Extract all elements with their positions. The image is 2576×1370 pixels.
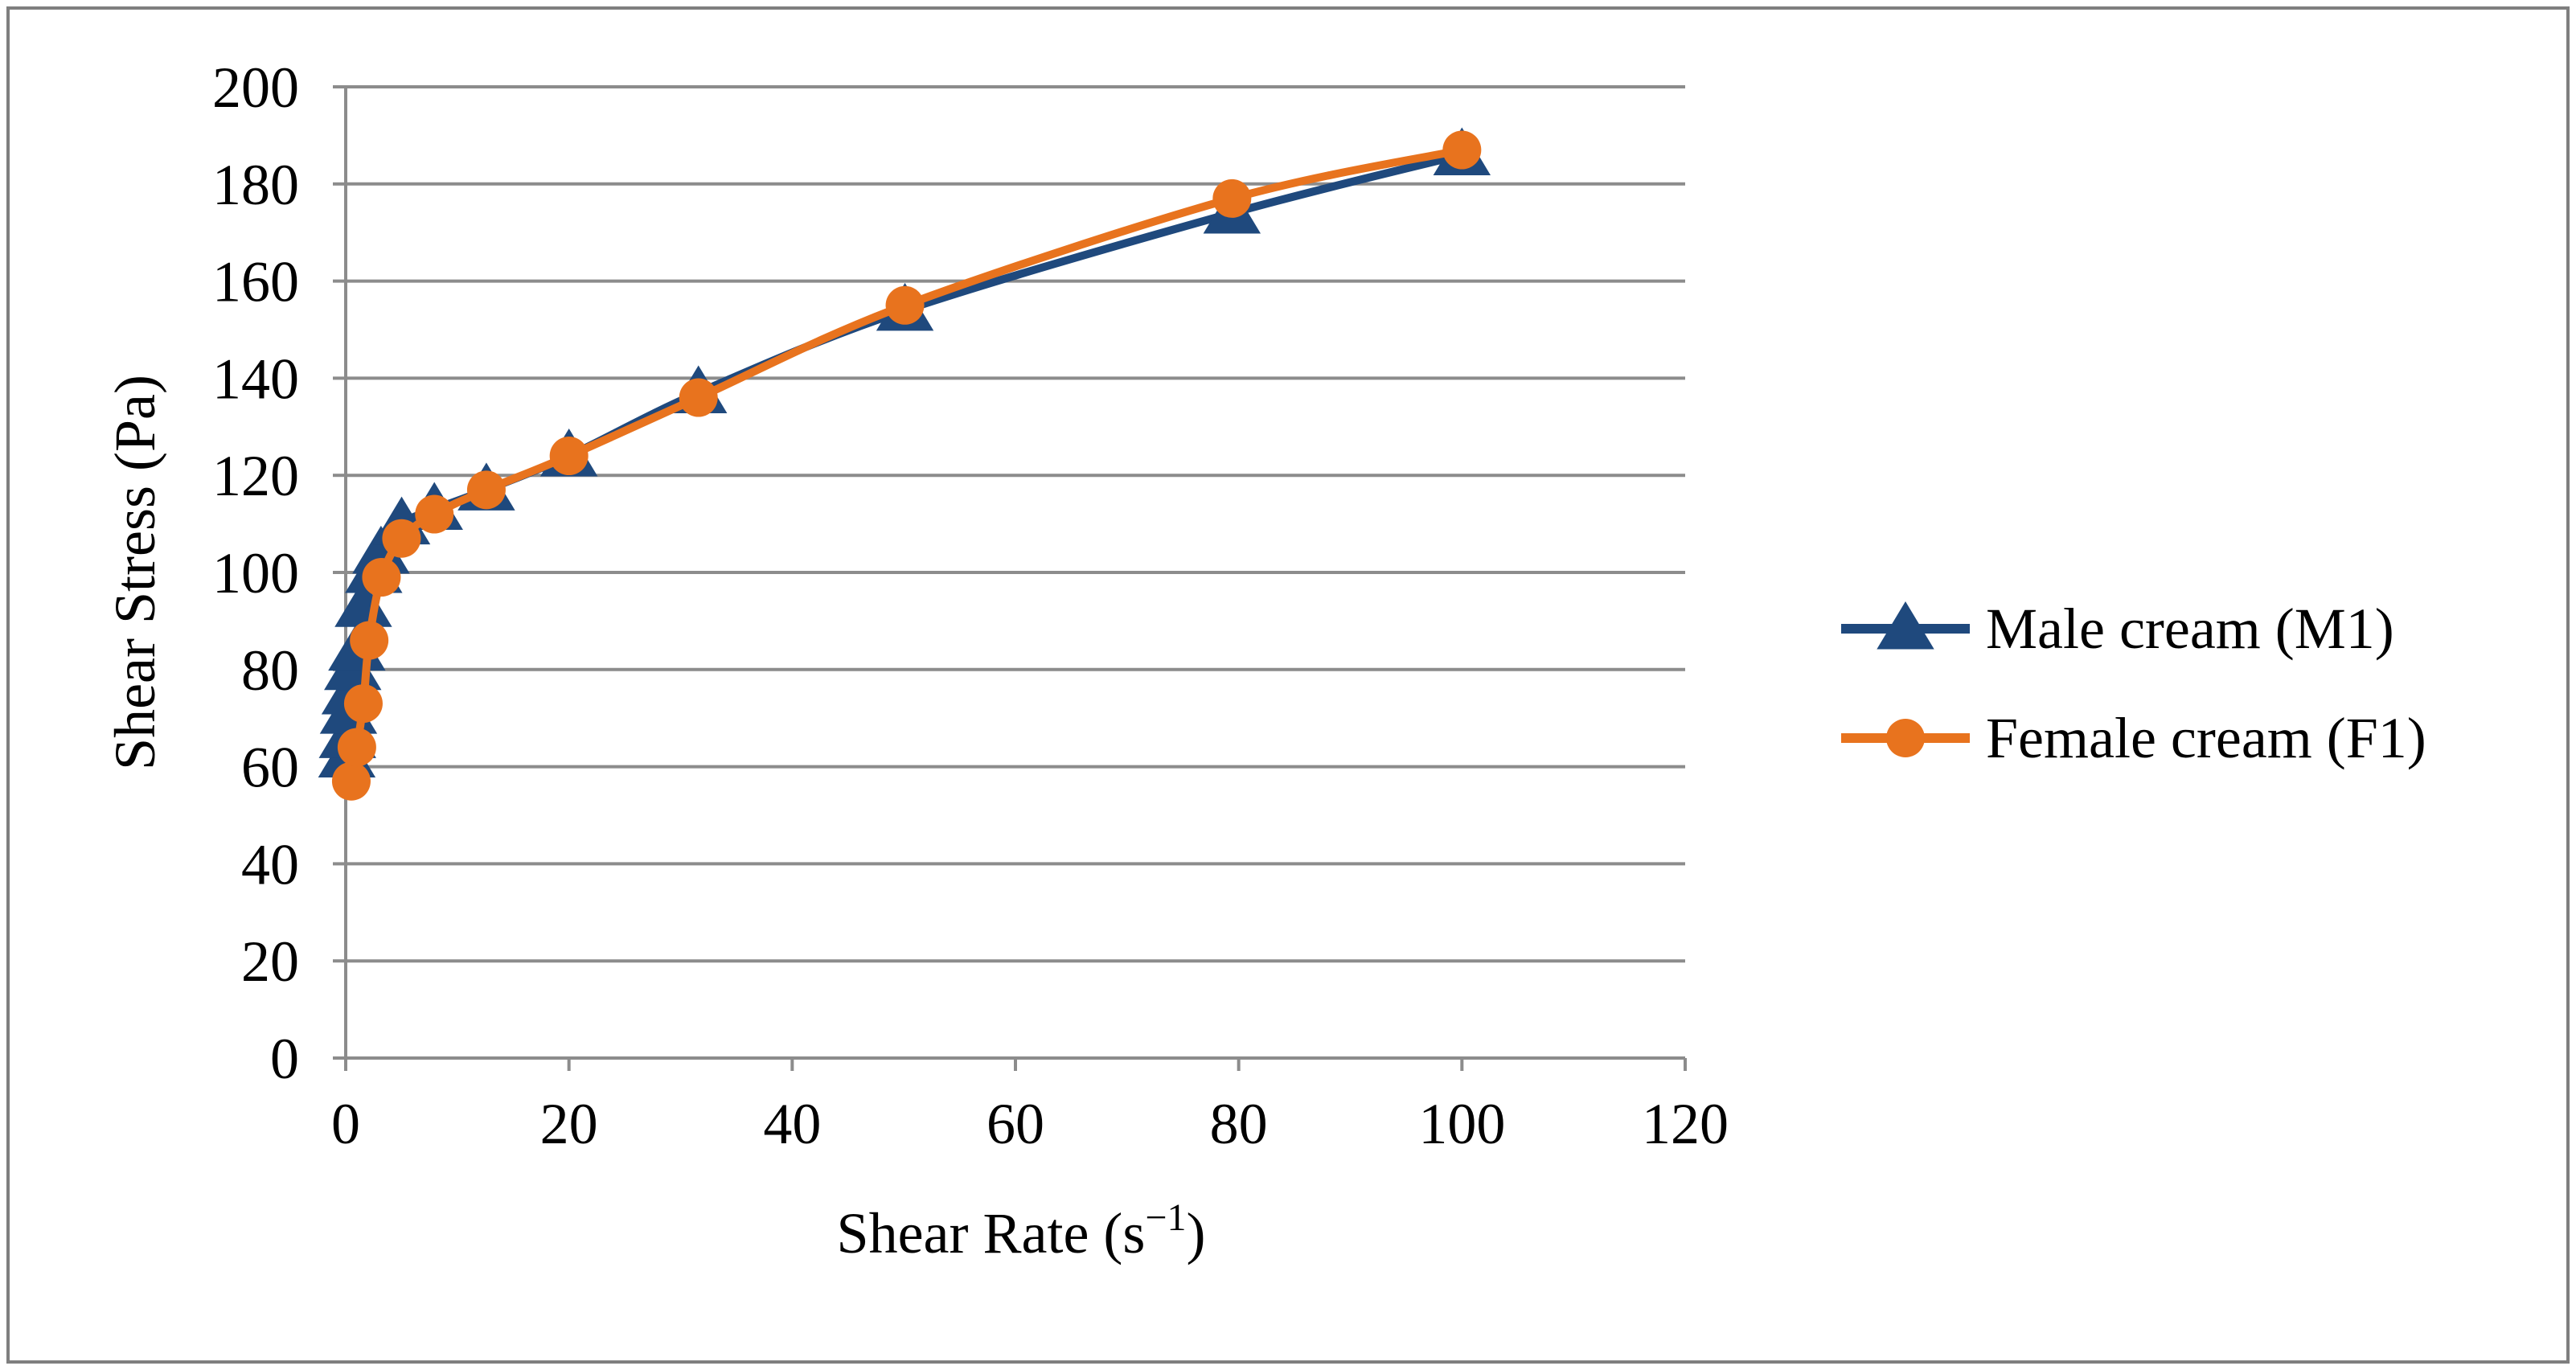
- y-tick-label: 160: [212, 250, 299, 314]
- data-point-circle: [362, 558, 400, 597]
- legend-label: Female cream (F1): [1986, 706, 2426, 770]
- legend-label: Male cream (M1): [1986, 597, 2394, 661]
- data-point-circle: [679, 379, 718, 417]
- x-axis-title-close: ): [1186, 1201, 1205, 1265]
- data-point-circle: [344, 684, 383, 723]
- data-point-circle: [886, 286, 925, 325]
- y-tick-label: 100: [212, 541, 299, 605]
- data-point-circle: [332, 762, 371, 801]
- x-axis-title-superscript: −1: [1145, 1196, 1186, 1239]
- y-tick-label: 180: [212, 153, 299, 217]
- data-point-circle: [550, 437, 589, 475]
- x-tick-label: 120: [1642, 1092, 1729, 1156]
- data-point-circle: [350, 621, 388, 660]
- data-point-circle: [467, 470, 506, 509]
- y-tick-label: 40: [241, 832, 299, 896]
- x-tick-label: 20: [540, 1092, 598, 1156]
- y-tick-label: 200: [212, 55, 299, 120]
- legend-swatch-circle: [1886, 719, 1925, 757]
- y-axis-title: Shear Stress (Pa): [103, 375, 167, 770]
- x-tick-label: 80: [1210, 1092, 1268, 1156]
- y-tick-label: 0: [270, 1027, 299, 1091]
- chart: 0 20 40 60 80 100 120 140 160 180 200 0 20 40 60 80 100…: [0, 0, 2576, 1370]
- data-point-circle: [415, 495, 453, 534]
- x-axis-title-main: Shear Rate (s: [837, 1201, 1146, 1265]
- x-tick-label: 100: [1418, 1092, 1505, 1156]
- y-tick-label: 20: [241, 929, 299, 994]
- x-tick-label: 40: [763, 1092, 821, 1156]
- y-tick-label: 140: [212, 347, 299, 411]
- y-tick-label: 60: [241, 736, 299, 800]
- y-tick-label: 120: [212, 444, 299, 508]
- x-tick-label: 0: [331, 1092, 360, 1156]
- data-point-circle: [1442, 131, 1481, 170]
- x-tick-label: 60: [987, 1092, 1044, 1156]
- data-point-circle: [338, 728, 376, 766]
- data-point-circle: [382, 519, 420, 558]
- data-point-circle: [1212, 179, 1251, 218]
- chart-border: [8, 8, 2568, 1362]
- y-tick-label: 80: [241, 638, 299, 703]
